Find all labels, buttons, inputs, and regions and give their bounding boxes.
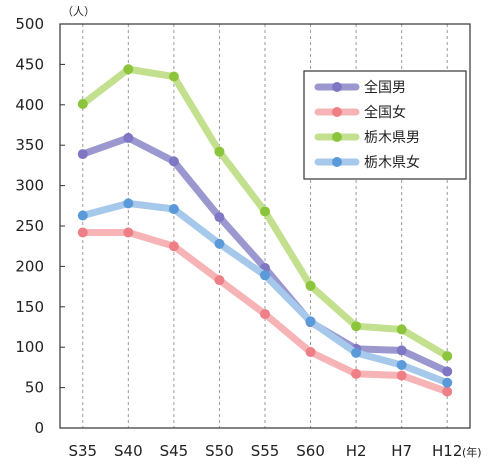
legend-marker-2	[332, 132, 342, 142]
data-point-2-S45	[168, 71, 179, 82]
x-tick-label-S35: S35	[68, 442, 97, 460]
data-point-0-S35	[77, 149, 88, 160]
legend-marker-1	[332, 107, 342, 117]
series-1	[77, 227, 453, 397]
legend-item-3: 栃木県女	[314, 154, 420, 171]
data-point-2-S50	[214, 146, 225, 157]
data-point-2-S60	[305, 280, 316, 291]
legend-item-0: 全国男	[314, 79, 406, 96]
legend-item-2: 栃木県男	[314, 130, 420, 146]
series-2	[77, 64, 453, 362]
data-point-0-S45	[168, 156, 179, 167]
y-tick-label-500: 500	[15, 15, 44, 33]
data-point-2-S55	[260, 206, 270, 217]
y-tick-label-250: 250	[15, 217, 44, 235]
x-tick-label-S45: S45	[160, 442, 189, 460]
y-tick-label-450: 450	[15, 55, 44, 73]
data-point-3-H12	[442, 377, 453, 388]
data-point-1-H2	[351, 368, 362, 379]
data-point-1-S45	[168, 241, 179, 252]
legend-item-1: 全国女	[314, 104, 406, 121]
legend-label-1: 全国女	[364, 104, 406, 121]
data-point-0-H7	[396, 345, 407, 356]
data-point-3-S50	[214, 238, 225, 249]
data-point-0-H12	[442, 366, 453, 377]
legend-label-3: 栃木県女	[364, 154, 420, 171]
y-tick-label-0: 0	[34, 419, 44, 437]
data-point-1-S35	[77, 227, 88, 238]
data-point-1-H12	[442, 386, 453, 397]
data-point-3-H2	[351, 347, 362, 358]
y-tick-label-100: 100	[15, 338, 44, 356]
data-point-3-S35	[77, 210, 88, 221]
data-point-3-S55	[260, 270, 270, 281]
data-point-1-S40	[123, 227, 134, 238]
data-point-2-H12	[442, 351, 453, 362]
data-point-3-S45	[168, 204, 179, 215]
data-point-1-S55	[260, 309, 270, 320]
legend-label-0: 全国男	[364, 79, 406, 96]
legend-marker-0	[332, 82, 342, 92]
x-tick-label-S60: S60	[296, 442, 325, 460]
data-point-2-S35	[77, 98, 88, 109]
data-point-0-S40	[123, 132, 134, 143]
legend-label-2: 栃木県男	[364, 130, 420, 146]
x-tick-label-H7: H7	[391, 442, 412, 460]
axes	[59, 23, 471, 429]
x-tick-label-S50: S50	[205, 442, 234, 460]
legend-marker-3	[332, 157, 342, 167]
series-3	[77, 198, 453, 388]
x-tick-label-S40: S40	[114, 442, 143, 460]
series	[77, 64, 453, 397]
y-tick-label-300: 300	[15, 177, 44, 195]
x-tick-labels: S35 S40 S45 S50 S55 S60 H2 H7 H12	[68, 442, 462, 460]
x-tick-label-H2: H2	[346, 442, 367, 460]
y-tick-label-350: 350	[15, 136, 44, 154]
data-point-3-S60	[305, 316, 316, 327]
data-point-1-H7	[396, 370, 407, 381]
y-tick-label-50: 50	[25, 379, 44, 397]
y-tick-labels: 0 50 100 150 200 250 300 350 400 450 500	[15, 15, 44, 437]
data-point-1-S60	[305, 347, 316, 358]
data-point-2-H2	[351, 321, 362, 332]
y-tick-label-150: 150	[15, 298, 44, 316]
data-point-0-S50	[214, 212, 225, 223]
x-tick-label-S55: S55	[251, 442, 280, 460]
y-tick-label-200: 200	[15, 257, 44, 275]
data-point-3-S40	[123, 198, 134, 209]
data-point-2-S40	[123, 64, 134, 75]
x-unit-label: (年)	[462, 445, 482, 459]
data-point-1-S50	[214, 275, 225, 286]
y-tick-label-400: 400	[15, 96, 44, 114]
data-point-2-H7	[396, 324, 407, 335]
y-unit-label: （人）	[62, 5, 95, 18]
x-tick-label-H12: H12	[432, 442, 462, 460]
data-point-3-H7	[396, 359, 407, 370]
